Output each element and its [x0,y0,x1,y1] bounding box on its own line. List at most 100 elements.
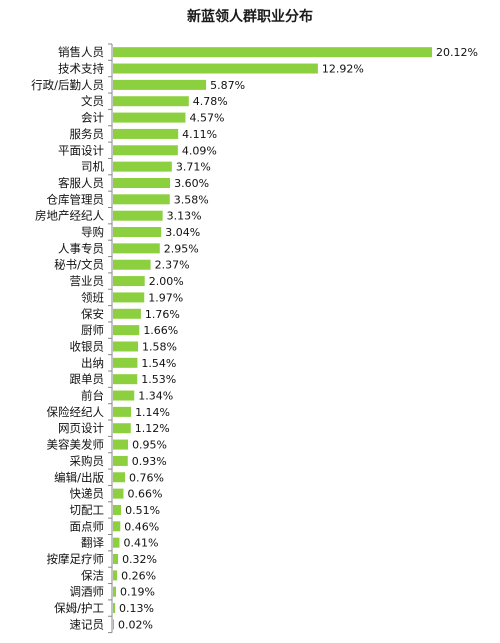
value-label: 20.12% [436,46,478,59]
bar [113,570,118,581]
value-label: 1.66% [143,324,178,337]
category-label: 采购员 [70,454,105,468]
value-label: 3.13% [167,210,202,223]
value-label: 0.76% [129,471,164,484]
value-label: 0.32% [122,553,157,566]
category-label: 服务员 [70,127,105,141]
value-label: 1.97% [148,291,183,304]
value-label: 1.54% [141,357,176,370]
value-label: 0.46% [124,520,159,533]
category-label: 编辑/出版 [54,470,104,484]
value-label: 0.26% [121,569,156,582]
category-label: 保安 [81,307,104,321]
value-label: 1.34% [138,390,173,403]
category-label: 导购 [81,225,104,239]
category-label: 跟单员 [70,372,105,386]
category-label: 按摩足疗师 [47,552,105,566]
bar [113,603,116,614]
value-label: 2.37% [155,259,190,272]
value-label: 0.51% [125,504,160,517]
value-label: 3.71% [176,161,211,174]
category-label: 保洁 [81,568,104,582]
value-label: 1.58% [142,340,177,353]
bar [113,112,186,123]
category-label: 会计 [81,111,104,125]
value-label: 4.11% [182,128,217,141]
category-label: 仓库管理员 [47,192,105,206]
category-label: 前台 [81,389,104,403]
bar [113,537,120,548]
value-label: 2.95% [164,242,199,255]
category-label: 收银员 [70,339,105,353]
bar [113,227,162,238]
bar [113,423,131,434]
category-label: 美容美发师 [47,438,105,452]
bar [113,341,139,352]
bar [113,504,122,515]
bar [113,374,138,385]
category-label: 营业员 [70,274,105,288]
bar [113,554,119,565]
value-label: 1.12% [135,422,170,435]
bar [113,47,433,58]
bar [113,96,189,107]
category-label: 厨师 [81,323,104,337]
value-label: 0.95% [132,439,167,452]
value-label: 1.76% [145,308,180,321]
category-label: 人事专员 [58,241,104,255]
category-label: 保姆/护工 [54,601,104,615]
category-label: 切配工 [70,503,105,517]
value-label: 0.13% [119,602,154,615]
bar [113,586,117,597]
bar [113,357,138,368]
bar [113,406,132,417]
value-label: 4.09% [182,144,217,157]
category-label: 技术支持 [58,62,104,76]
value-label: 2.00% [149,275,184,288]
value-label: 0.66% [127,488,162,501]
bar [113,128,179,139]
bar [113,259,151,270]
category-label: 客服人员 [58,176,104,190]
category-label: 平面设计 [58,143,104,157]
bar [113,276,145,287]
category-label: 销售人员 [58,45,104,59]
bar [113,619,114,630]
category-label: 保险经纪人 [47,405,105,419]
value-label: 0.41% [124,537,159,550]
category-label: 翻译 [81,536,104,550]
value-label: 12.92% [322,63,364,76]
category-label: 房地产经纪人 [35,209,104,223]
value-label: 4.78% [193,95,228,108]
value-label: 1.53% [141,373,176,386]
value-label: 5.87% [210,79,245,92]
bar [113,488,124,499]
bar [113,210,163,221]
value-label: 1.14% [135,406,170,419]
bar [113,63,318,74]
value-label: 0.02% [118,618,153,631]
bar [113,455,128,466]
chart-title: 新蓝领人群职业分布 [187,9,313,25]
bar [113,439,129,450]
value-label: 4.57% [189,112,224,125]
category-label: 快递员 [70,487,105,501]
value-label: 0.19% [120,586,155,599]
category-label: 文员 [81,94,104,108]
category-label: 网页设计 [58,421,104,435]
category-label: 面点师 [70,519,105,533]
bar [113,292,145,303]
bar [113,145,178,156]
bar [113,521,121,532]
bar [113,243,160,254]
bar [113,325,140,336]
category-label: 行政/后勤人员 [31,78,104,92]
bar [113,161,172,172]
value-label: 3.60% [174,177,209,190]
bar [113,194,170,205]
category-label: 秘书/文员 [54,258,104,272]
category-label: 司机 [81,160,104,174]
bar [113,308,141,319]
category-label: 调酒师 [70,585,105,599]
